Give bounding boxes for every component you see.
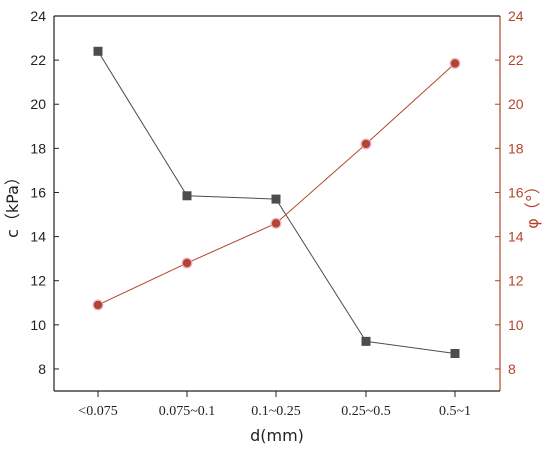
c-data-point <box>361 336 371 346</box>
left-tick-label: 16 <box>30 184 46 200</box>
right-tick-label: 8 <box>508 361 516 377</box>
c-data-point <box>93 46 103 56</box>
left-axis-ticks: 8 10 12 14 16 18 20 22 24 <box>30 8 59 377</box>
right-tick-label: 16 <box>508 184 524 200</box>
right-tick-label: 22 <box>508 52 524 68</box>
x-tick-label: 0.075~0.1 <box>159 404 216 419</box>
x-tick-label: 0.5~1 <box>439 404 471 419</box>
x-tick-label: 0.25~0.5 <box>341 404 391 419</box>
right-tick-label: 24 <box>508 8 524 24</box>
left-tick-label: 18 <box>30 140 46 156</box>
c-data-point <box>271 194 281 204</box>
left-y-axis-title: c（kPa） <box>3 169 22 238</box>
right-tick-label: 12 <box>508 273 524 289</box>
phi-data-point <box>450 59 460 68</box>
x-axis-ticks: <0.075 0.075~0.1 0.1~0.25 0.25~0.5 0.5~1 <box>78 391 471 419</box>
phi-data-point <box>93 300 103 310</box>
phi-data-point <box>271 219 281 228</box>
right-tick-label: 14 <box>508 229 524 245</box>
left-tick-label: 24 <box>30 8 46 24</box>
right-tick-label: 20 <box>508 96 524 112</box>
right-tick-label: 18 <box>508 140 524 156</box>
left-tick-label: 22 <box>30 52 46 68</box>
left-tick-label: 14 <box>30 229 46 245</box>
series-layer <box>92 46 461 358</box>
right-tick-label: 10 <box>508 317 524 333</box>
series-line-right <box>97 63 456 306</box>
x-tick-label: <0.075 <box>78 404 117 419</box>
left-tick-label: 12 <box>30 273 46 289</box>
phi-data-point <box>361 139 371 149</box>
x-axis-title: d(mm) <box>250 426 304 445</box>
left-tick-label: 10 <box>30 317 46 333</box>
c-data-point <box>182 191 192 201</box>
c-data-point <box>450 349 460 358</box>
left-tick-label: 8 <box>38 361 46 377</box>
right-y-axis-title: φ（°） <box>523 178 542 229</box>
left-tick-label: 20 <box>30 96 46 112</box>
phi-data-point <box>182 258 192 268</box>
right-axis-ticks: 8 10 12 14 16 18 20 22 24 <box>495 8 524 377</box>
x-tick-label: 0.1~0.25 <box>251 404 301 419</box>
